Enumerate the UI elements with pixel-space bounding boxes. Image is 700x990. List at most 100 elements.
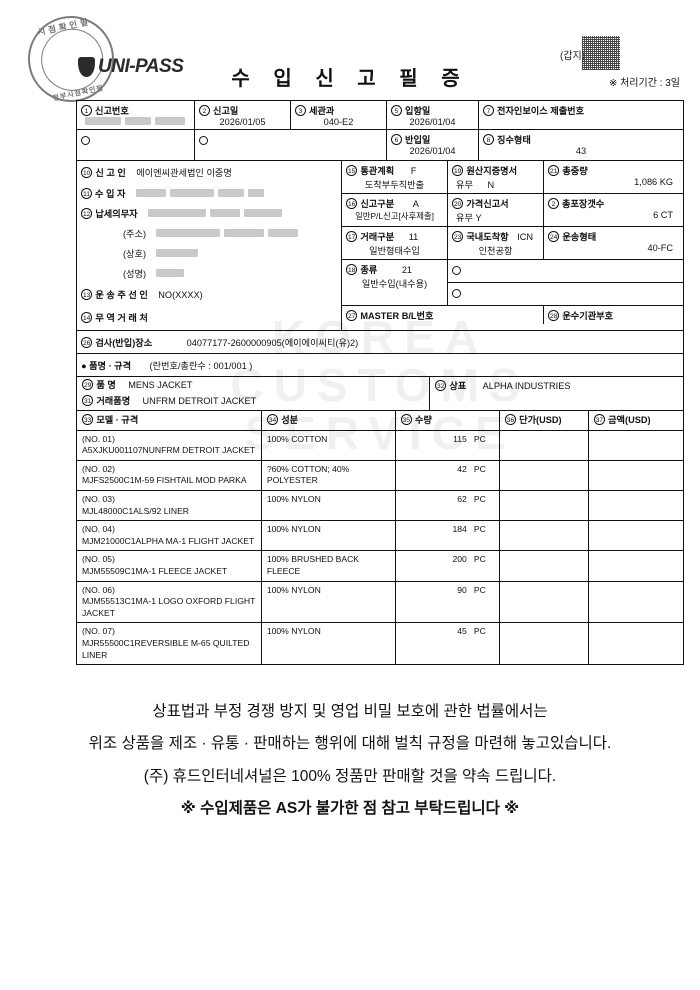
field-carrier-code: 28 운수기관부호 [548,310,614,321]
clearance-plan-sub: 도착부두직반출 [364,180,425,190]
cell-composition: 100% NYLON [262,521,396,551]
entry-date-value: 2026/01/04 [409,117,456,127]
goods-rows-container: (NO. 01) A5XJKU001107NUNFRM DETROIT JACKE… [77,430,683,665]
customs-office-value: 040-E2 [323,117,354,127]
cell-model: (NO. 02) MJFS2500C1M-59 FISHTAIL MOD PARK… [77,460,262,490]
field-entry-date: 5 입항일 2026/01/04 [387,101,479,129]
table-row: 1 신고번호 2 신고일 2026/01/05 3 세관과 040-E2 5 입항일 2… [77,101,683,130]
decl-type-code: A [412,199,419,209]
inspection-value: 04077177-2600000905(에이에이씨티(유)2) [186,338,359,348]
cell-quantity: 62 PC [396,490,500,521]
arrival-port-code: ICN [517,232,533,242]
quantity-unit: PC [473,433,486,444]
package-count-label: 총포장갯수 [562,199,605,209]
header-right-block: (갑지) ※ 처리기간 : 3일 [552,36,684,89]
field-customs-office: 3 세관과 040-E2 [291,101,387,129]
goods-brand-block: 32 상표 ALPHA INDUSTRIES [435,380,571,391]
field-price-declaration: 20 가격신고서 유무 Y [448,194,544,226]
arrival-port-sub: 인천공항 [478,246,513,256]
goods-name-block: 29 품 명 MENS JACKET 31 거래품명 UNFRM DETROIT J… [77,377,430,411]
quantity-unit: PC [473,524,486,535]
quantity-unit: PC [473,463,486,474]
cell-quantity: 184 PC [396,521,500,551]
item-number: (NO. 06) [82,584,115,595]
cell-amount [589,582,683,623]
trade-name-value: UNFRM DETROIT JACKET [142,395,257,406]
item-description: MJFS2500C1M-59 FISHTAIL MOD PARKA [82,475,247,486]
transport-type-value: 40-FC [647,243,673,253]
clearance-plan-code: F [410,166,417,176]
notice-line-3: (주) 휴드인터네셔널은 100% 정품만 판매할 것을 약속 드립니다. [143,767,557,785]
quantity-value: 90 [457,584,467,595]
circle-marker-icon [452,289,461,298]
declaration-date-value: 2026/01/05 [219,117,266,127]
einvoice-label: 전자인보이스 제출번호 [497,106,585,116]
cell-composition: 100% NYLON [262,623,396,665]
transport-type-label: 운송형태 [562,232,597,242]
item-description: MJL48000C1ALS/92 LINER [82,505,190,516]
right-fields-block: 15 통관계획 F 도착부두직반출 19 원산지증명서 유무 N 21 총중량 1,0… [342,161,683,330]
table-row: 17 거래구분 11 일반형태수입 23 국내도착항 ICN 인천공항 24 운송형태… [342,227,683,260]
quantity-value: 62 [457,493,467,504]
circle-marker-icon [81,136,90,145]
field-declaration-number: 1 신고번호 [77,101,195,129]
release-date-value: 2026/01/04 [409,146,456,156]
field-release-date: 6 반입일 2026/01/04 [387,130,479,160]
barcode-2d [582,36,620,70]
brand-label: 상표 [449,381,467,391]
notice-line-1: 상표법과 부정 경쟁 방지 및 영업 비밀 보호에 관한 법률에서는 [152,703,548,720]
notice-line-2: 위조 상품을 제조 · 유통 · 판매하는 행위에 대해 벌칙 규정을 마련해 … [88,735,612,753]
decl-type-label: 신고구분 [360,199,395,209]
field-transport-type: 24 운송형태 40-FC [544,227,683,259]
field-person-name: (성명) [77,263,341,283]
processing-time-note: ※ 처리기간 : 3일 [608,78,680,89]
cell-composition: ?60% COTTON; 40% POLYESTER [262,460,396,490]
table-row: (NO. 02) MJFS2500C1M-59 FISHTAIL MOD PARK… [77,460,683,491]
master-bl-label: MASTER B/L번호 [360,311,434,321]
declarant-label: 신 고 인 [95,168,126,178]
page-title: 수 입 신 고 필 증 [231,68,469,90]
declaration-date-label: 신고일 [213,106,239,116]
document-header: 시점확인필 정부시점확인필 UNI-PASS 수 입 신 고 필 증 (갑지) … [0,0,700,111]
quantity-unit: PC [473,493,486,504]
field-arrival-port: 23 국내도착항 ICN 인천공항 [448,227,544,259]
entry-date-label: 입항일 [405,106,431,116]
cell-model: (NO. 03) MJL48000C1ALS/92 LINER [77,490,262,521]
origin-cert-label: 원산지증명서 [466,166,518,176]
cell-amount [589,461,683,490]
cell-composition: 100% NYLON [262,581,396,623]
table-row: 27 MASTER B/L번호 28 운수기관부호 [342,306,683,324]
column-header-amount: 37 금액(USD) [593,414,651,426]
item-number: (NO. 02) [82,463,115,474]
circle-marker-icon [452,266,461,275]
item-number: (NO. 05) [82,554,115,565]
as-unavailable-note: ※ 수입제품은 AS가 불가한 점 참고 부탁드립니다 ※ [180,799,520,817]
blank-marker-cells [448,260,683,305]
collection-type-label: 징수형태 [497,135,531,145]
arrival-port-label: 국내도착항 [466,232,509,242]
item-description: MJR55500C1REVERSIBLE M-65 QUILTED LINER [82,637,250,660]
price-decl-label: 가격신고서 [466,199,509,209]
kind-label: 종류 [360,265,378,275]
item-number: (NO. 03) [82,493,115,504]
importer-label: 수 입 자 [95,189,126,199]
unipass-wordmark: UNI-PASS [98,56,184,77]
item-description: MJM55513C1MA-1 LOGO OXFORD FLIGHT JACKET [82,596,256,618]
table-row: 29 품 명 MENS JACKET 31 거래품명 UNFRM DETROIT J… [77,377,683,412]
cell-amount [589,431,683,460]
cell-model: (NO. 07) MJR55500C1REVERSIBLE M-65 QUILTE… [77,623,262,665]
field-declarant: 10 신 고 인 에이엔씨관세법인 이중명 [81,167,232,178]
footer-notice: 상표법과 부정 경쟁 방지 및 영업 비밀 보호에 관한 법률에서는 위조 상품… [0,700,700,829]
field-gross-weight: 21 총중량 1,086 KG [544,161,683,193]
goods-section-label: 품명 · 규격 [89,361,132,371]
gross-weight-label: 총중량 [562,166,588,176]
cell-amount [589,521,683,550]
table-row: (NO. 01) A5XJKU001107NUNFRM DETROIT JACKE… [77,430,683,461]
cell-amount [589,623,683,664]
table-row: 6 반입일 2026/01/04 8 징수형태 43 [77,130,683,161]
cell-unit-price [500,521,589,551]
item-name-label: 품 명 [96,380,116,390]
item-description: MJM55509C1MA-1 FLEECE JACKET [82,565,228,576]
kind-code: 21 [401,265,413,275]
field-declaration-date: 2 신고일 2026/01/05 [195,101,291,129]
